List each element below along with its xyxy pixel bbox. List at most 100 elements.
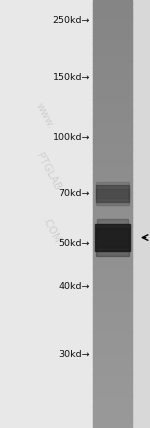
Text: 70kd→: 70kd→ <box>58 189 90 198</box>
Bar <box>93 185 132 189</box>
Bar <box>93 310 132 314</box>
Bar <box>93 256 132 260</box>
Bar <box>93 78 132 82</box>
Bar <box>93 50 132 54</box>
Bar <box>93 403 132 407</box>
Bar <box>93 0 132 3</box>
Bar <box>97 220 128 247</box>
Bar <box>93 146 132 150</box>
Bar <box>93 221 132 225</box>
Bar <box>93 417 132 421</box>
Bar <box>93 82 132 86</box>
Bar <box>93 363 132 367</box>
Bar <box>93 313 132 318</box>
Bar <box>93 345 132 350</box>
Bar <box>93 296 132 300</box>
Bar <box>93 331 132 335</box>
Bar <box>93 135 132 139</box>
Bar <box>93 264 132 268</box>
Bar <box>93 210 132 214</box>
Bar <box>93 35 132 39</box>
Bar <box>93 360 132 364</box>
Bar <box>93 18 132 21</box>
Bar <box>93 199 132 203</box>
Text: 40kd→: 40kd→ <box>58 282 90 291</box>
Text: .COM: .COM <box>40 217 62 246</box>
Bar <box>93 267 132 271</box>
Bar <box>93 46 132 50</box>
Bar <box>93 238 132 243</box>
Bar <box>93 321 132 324</box>
Bar <box>93 99 132 104</box>
Bar <box>93 163 132 168</box>
Bar <box>93 128 132 132</box>
Bar <box>93 153 132 157</box>
Bar <box>93 74 132 78</box>
Bar <box>93 10 132 14</box>
Bar <box>93 413 132 417</box>
Text: www.: www. <box>34 101 56 130</box>
Bar <box>93 103 132 107</box>
Bar <box>93 274 132 278</box>
Bar <box>93 303 132 307</box>
Bar <box>93 381 132 385</box>
Bar <box>93 349 132 353</box>
Bar <box>93 39 132 43</box>
Text: 150kd→: 150kd→ <box>52 72 90 82</box>
Bar <box>93 406 132 410</box>
Bar <box>93 281 132 285</box>
Bar <box>93 64 132 68</box>
Bar <box>93 253 132 257</box>
Bar <box>93 89 132 93</box>
Bar <box>93 299 132 303</box>
Bar <box>93 385 132 389</box>
Bar <box>93 178 132 182</box>
Bar <box>93 285 132 289</box>
Bar <box>93 142 132 146</box>
Bar <box>93 206 132 211</box>
Bar <box>93 189 132 193</box>
Bar <box>93 395 132 399</box>
Bar <box>93 21 132 25</box>
Bar <box>93 224 132 228</box>
Bar <box>93 139 132 143</box>
Bar <box>93 196 132 200</box>
Bar <box>96 182 129 198</box>
Bar <box>93 85 132 89</box>
Bar <box>93 392 132 396</box>
Bar <box>93 114 132 118</box>
Bar <box>96 228 129 256</box>
Bar <box>93 160 132 164</box>
Bar <box>93 342 132 346</box>
Bar <box>93 232 132 235</box>
Text: 50kd→: 50kd→ <box>58 239 90 249</box>
Bar <box>93 317 132 321</box>
Bar <box>93 371 132 374</box>
Bar <box>93 249 132 253</box>
Bar <box>93 107 132 110</box>
Bar <box>93 131 132 136</box>
Bar <box>93 171 132 175</box>
Bar <box>96 185 129 202</box>
Bar <box>93 167 132 171</box>
Bar <box>93 260 132 264</box>
Bar <box>93 328 132 332</box>
Bar <box>93 292 132 296</box>
Bar <box>93 242 132 246</box>
Bar <box>93 288 132 292</box>
Bar <box>93 388 132 392</box>
Bar <box>93 192 132 196</box>
Bar <box>93 203 132 207</box>
Bar <box>93 339 132 342</box>
Bar <box>93 3 132 7</box>
Bar <box>93 67 132 71</box>
Bar <box>93 228 132 232</box>
Text: 100kd→: 100kd→ <box>52 133 90 143</box>
Bar <box>93 246 132 250</box>
Bar <box>93 374 132 378</box>
Bar <box>93 181 132 185</box>
Bar <box>93 60 132 64</box>
Text: PTGLAB: PTGLAB <box>34 151 62 192</box>
Bar <box>93 335 132 339</box>
Bar <box>93 149 132 153</box>
